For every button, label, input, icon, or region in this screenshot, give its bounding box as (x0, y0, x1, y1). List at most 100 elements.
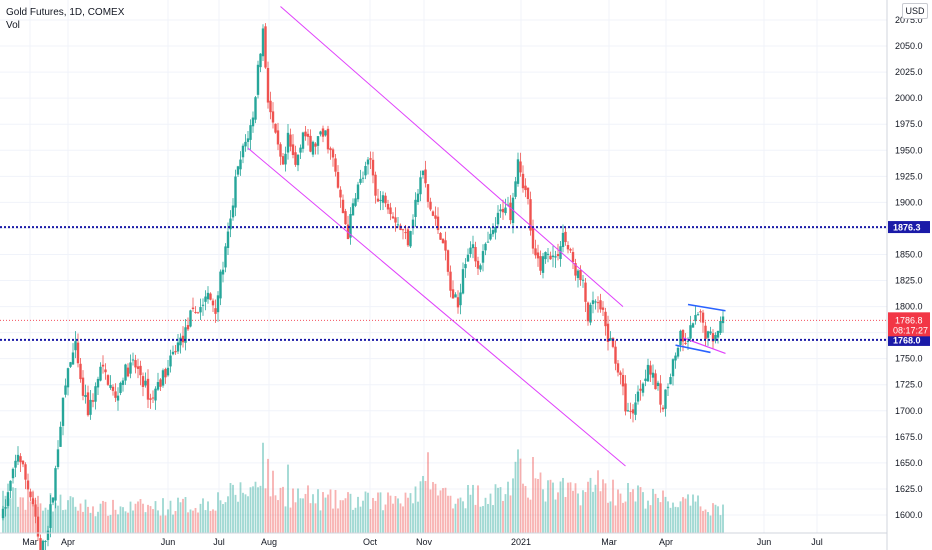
volume-bar (477, 485, 479, 533)
candle-body (129, 362, 132, 374)
volume-bar (692, 494, 694, 533)
volume-bar (24, 509, 27, 533)
candle-body (704, 325, 707, 340)
volume-bar (144, 512, 147, 533)
volume-bar (544, 501, 547, 533)
candle-body (386, 203, 390, 210)
triangle-upper-line (687, 303, 726, 312)
candle-body (629, 410, 632, 412)
candle-body (429, 201, 432, 210)
candle-body (626, 410, 630, 412)
candle-body (699, 311, 702, 313)
y-tick-label: 2075.0 (895, 15, 923, 25)
volume-bar (237, 501, 239, 533)
candle-body (294, 152, 297, 165)
volume-bar (129, 501, 132, 533)
volume-bar (109, 514, 112, 533)
symbol-title[interactable]: Gold Futures, 1D, COMEX (6, 7, 125, 18)
candle-body (324, 130, 327, 136)
y-tick-label: 1925.0 (895, 171, 923, 181)
volume-bar (262, 442, 264, 533)
x-tick-label: Jun (161, 537, 176, 547)
y-tick-label: 1675.0 (895, 432, 923, 442)
volume-bar (487, 503, 489, 533)
volume-bar (189, 509, 192, 533)
volume-bar (644, 508, 647, 533)
candle-body (526, 187, 530, 200)
volume-bar (482, 506, 484, 533)
y-tick-label: 1650.0 (895, 458, 923, 468)
candle-body (554, 256, 557, 258)
volume-bar (404, 492, 407, 533)
volume-bar (514, 461, 517, 533)
candle-body (69, 362, 72, 367)
candle-body (204, 296, 207, 302)
candle-body (116, 395, 120, 401)
candle-body (669, 377, 672, 385)
candle-body (569, 249, 572, 251)
volume-bar (224, 502, 227, 533)
volume-bar (699, 506, 702, 533)
volume-bar (549, 479, 552, 533)
candle-body (646, 364, 650, 382)
volume-bar (442, 488, 444, 533)
candle-body (394, 217, 397, 223)
volume-bar (87, 506, 89, 533)
volume-bar (154, 501, 157, 533)
last-price-badge (888, 312, 930, 337)
candle-body (361, 177, 365, 179)
volume-bar (47, 509, 49, 533)
volume-bar (562, 477, 564, 533)
candle-body (556, 254, 560, 257)
volume-bar (559, 481, 562, 533)
volume-bar (387, 492, 389, 533)
candle-body (186, 325, 190, 330)
candle-body (271, 111, 275, 123)
triangle-lower-line (682, 337, 726, 355)
volume-bar (254, 481, 257, 533)
candle-body (671, 359, 675, 377)
candle-body (196, 312, 200, 314)
candle-body (136, 366, 140, 369)
candle-body (221, 269, 225, 275)
candle-body (436, 216, 440, 231)
x-tick-label: Nov (416, 537, 433, 547)
volume-bar (69, 496, 72, 533)
candle-body (656, 382, 660, 387)
candle-body (659, 383, 662, 405)
volume-bar (82, 511, 84, 533)
candle-body (169, 355, 172, 367)
candle-body (366, 159, 370, 165)
candle-body (74, 341, 77, 351)
candle-body (531, 227, 535, 249)
volume-bar (512, 478, 514, 533)
volume-bar (712, 503, 714, 533)
candle-body (81, 377, 85, 396)
volume-bar (292, 488, 294, 533)
candle-body (574, 263, 577, 276)
candle-body (384, 195, 387, 204)
volume-bar (467, 485, 469, 533)
candle-body (319, 131, 322, 135)
x-tick-label: Oct (363, 537, 378, 547)
volume-bar (677, 507, 679, 533)
candle-body (99, 366, 102, 381)
candle-body (354, 198, 357, 206)
candle-body (591, 300, 595, 305)
volume-bar (657, 497, 659, 533)
volume-bar (599, 491, 602, 533)
candle-body (379, 199, 382, 201)
candle-body (674, 355, 677, 361)
currency-badge[interactable]: USD (902, 3, 928, 19)
candle-body (194, 311, 197, 313)
volume-bar (687, 494, 689, 533)
candle-body (456, 297, 460, 308)
volume-bar (332, 508, 334, 533)
candle-body (369, 158, 372, 160)
volume-bar (694, 501, 697, 533)
volume-bar (77, 510, 79, 533)
volume-bar (219, 500, 222, 533)
candle-body (174, 351, 177, 353)
candle-body (66, 368, 70, 388)
